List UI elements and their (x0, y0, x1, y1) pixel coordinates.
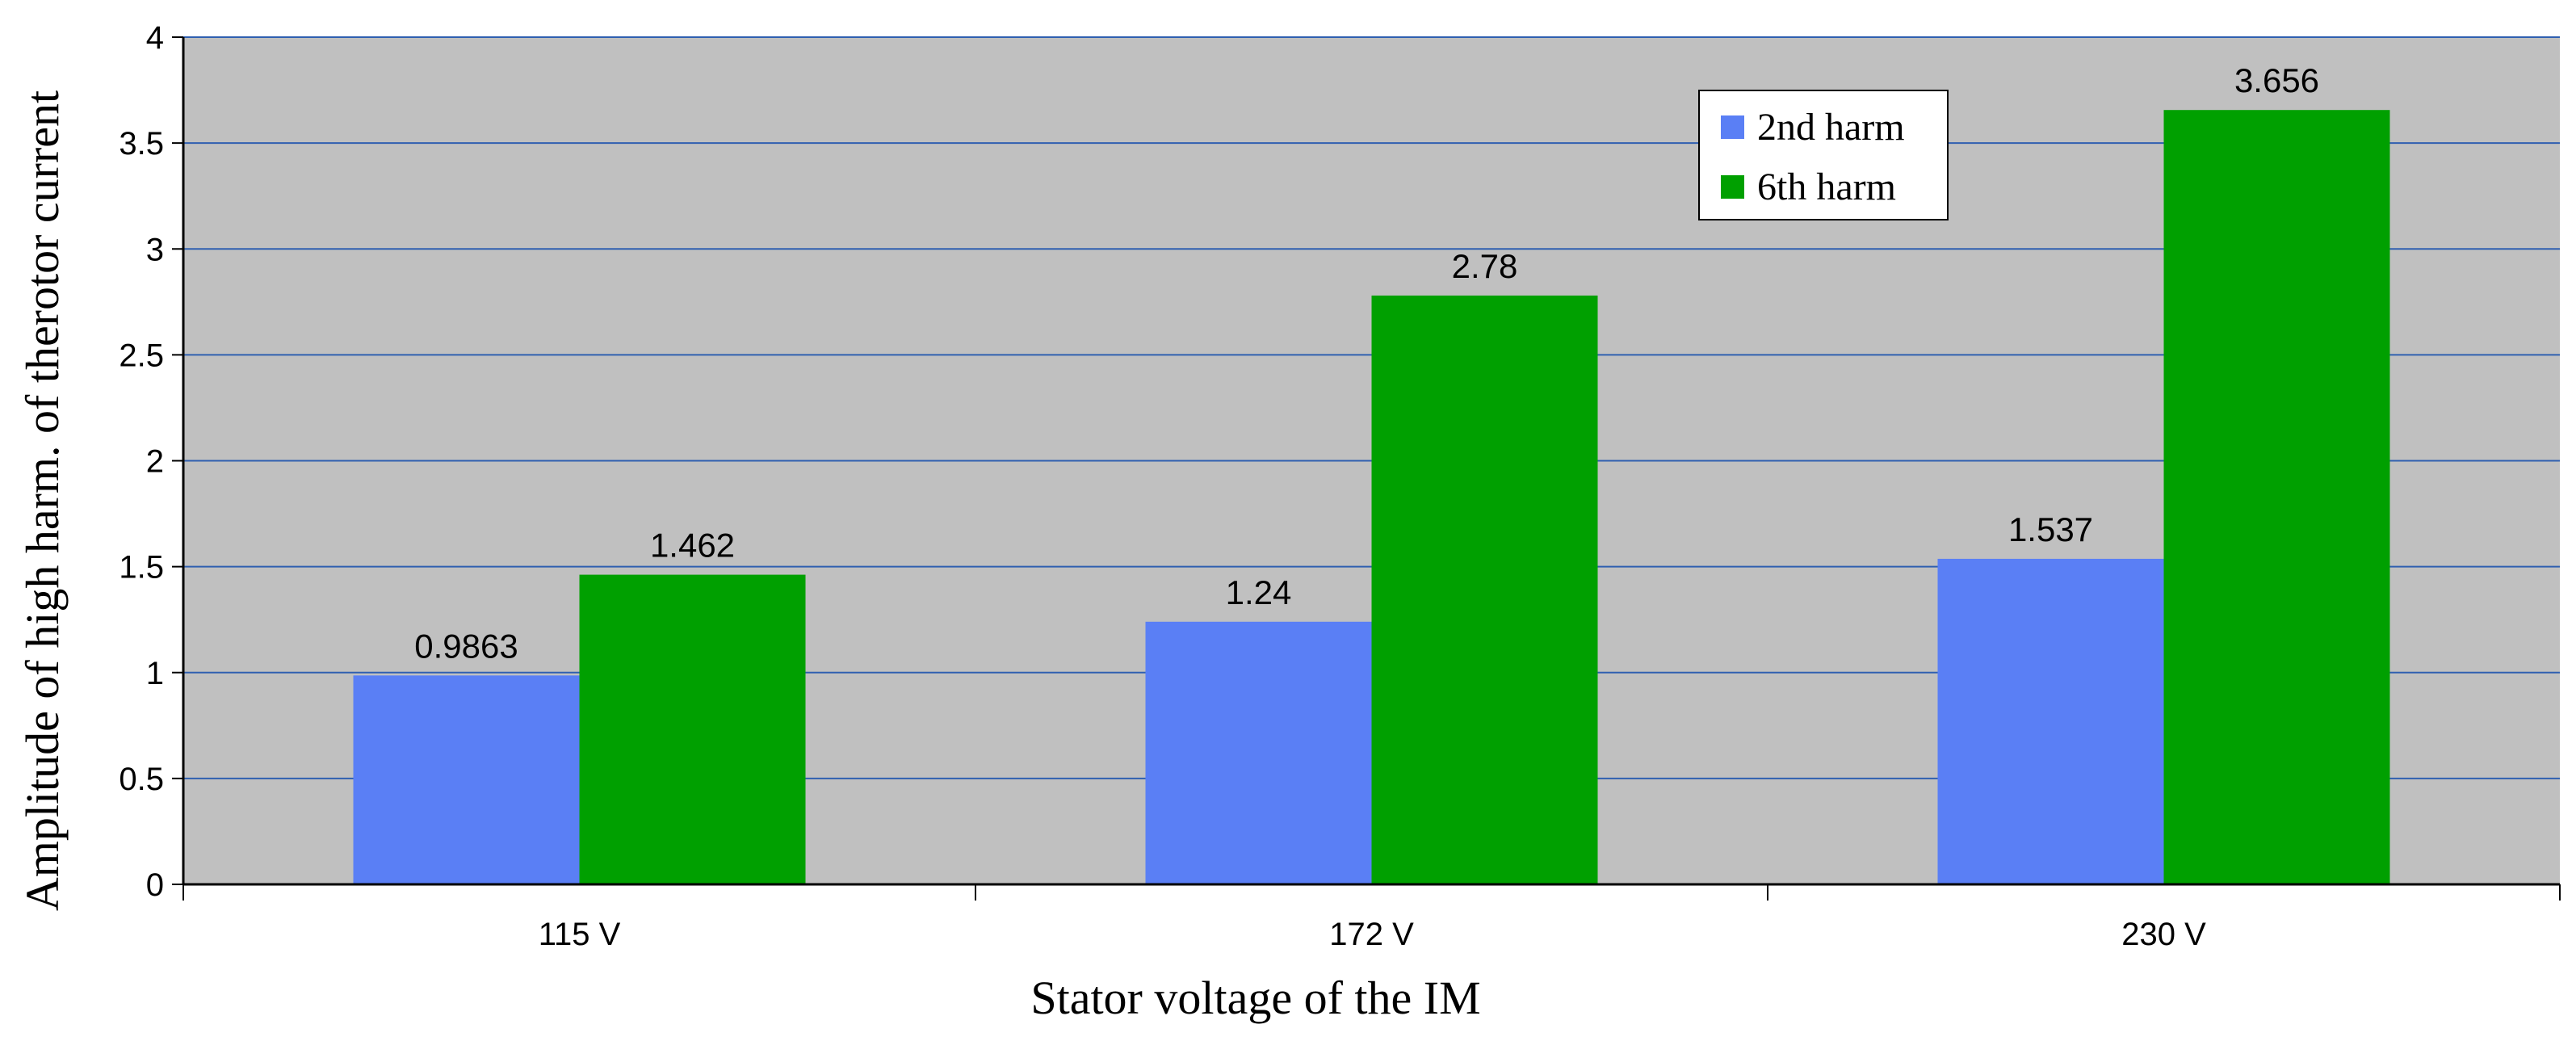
y-tick-label: 2.5 (119, 338, 164, 373)
data-label: 3.656 (2234, 61, 2319, 99)
bars (353, 110, 2390, 885)
x-tick-label: 115 V (539, 917, 621, 952)
y-tick-label: 0.5 (119, 762, 164, 797)
y-tick-label: 1 (146, 656, 164, 691)
legend: 2nd harm 6th harm (1698, 90, 1949, 220)
y-tick-label: 1.5 (119, 550, 164, 586)
bar-2nd-harm-115-v (353, 675, 580, 884)
data-labels: 0.9863 1.462 1.24 2.78 1.537 3.656 (414, 61, 2319, 665)
axes (172, 36, 2561, 901)
y-tick-label: 3 (146, 232, 164, 267)
tick-labels: 0 0.5 1 1.5 2 2.5 3 3.5 4 115 V 172 V 230 V (119, 20, 2206, 952)
legend-swatch-6th-harm (1721, 175, 1744, 199)
data-label: 1.24 (1226, 573, 1292, 611)
y-tick-label: 4 (146, 20, 164, 56)
legend-swatch-2nd-harm (1721, 115, 1744, 139)
x-axis-title: Stator voltage of the IM (1030, 972, 1480, 1024)
data-label: 0.9863 (414, 627, 518, 665)
legend-label-2nd-harm: 2nd harm (1757, 106, 1905, 149)
y-tick-label: 2 (146, 444, 164, 480)
bar-2nd-harm-230-v (1937, 558, 2164, 884)
legend-label-6th-harm: 6th harm (1757, 166, 1896, 208)
y-axis-title: Amplitude of high harm. of therotor curr… (16, 90, 69, 911)
bar-2nd-harm-172-v (1145, 621, 1372, 884)
data-label: 1.462 (650, 527, 735, 565)
y-tick-label: 0 (146, 867, 164, 903)
bar-6th-harm-172-v (1371, 295, 1598, 884)
x-tick-label: 230 V (2121, 917, 2206, 952)
bar-6th-harm-230-v (2163, 110, 2390, 885)
data-label: 2.78 (1452, 247, 1518, 285)
x-tick-label: 172 V (1329, 917, 1414, 952)
data-label: 1.537 (2008, 510, 2093, 548)
y-tick-label: 3.5 (119, 126, 164, 162)
bar-6th-harm-115-v (579, 574, 806, 884)
